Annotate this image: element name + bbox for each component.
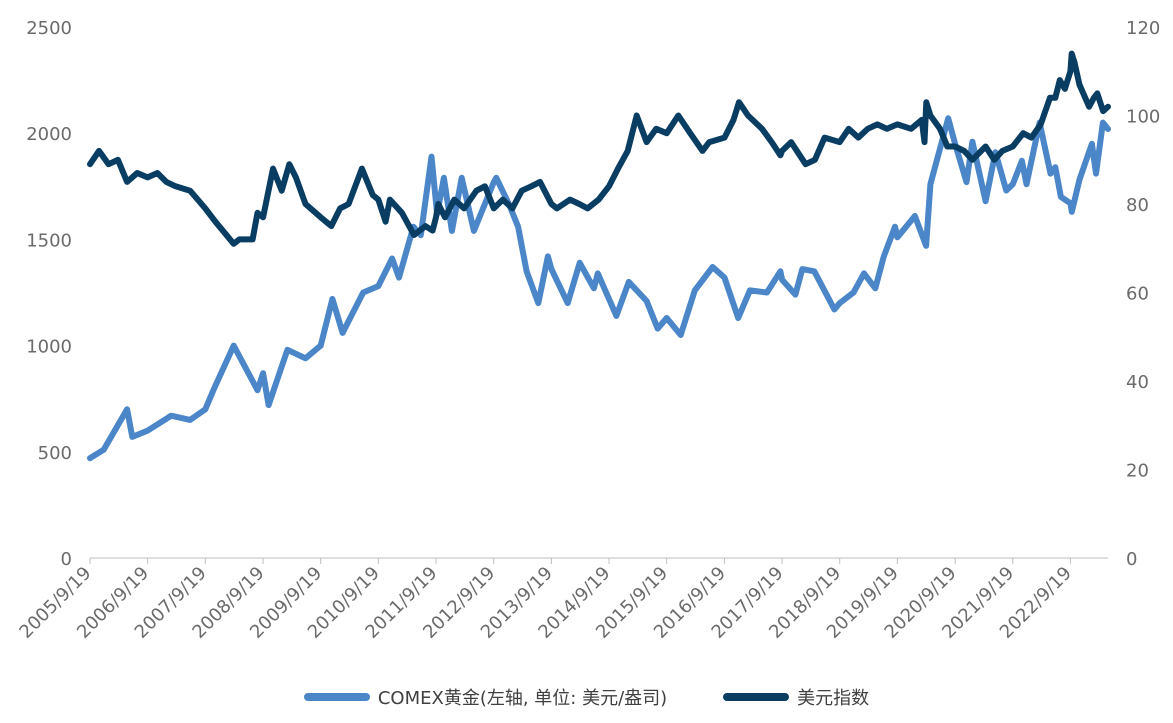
chart: 2005/9/192006/9/192007/9/192008/9/192009… xyxy=(15,18,1160,643)
legend-label-gold: COMEX黄金(左轴, 单位: 美元/盎司) xyxy=(377,688,668,709)
series-line-gold-price xyxy=(87,115,1111,462)
y-right-tick-label: 100 xyxy=(1126,107,1160,128)
series-layer xyxy=(87,50,1111,462)
series-line-usd-index xyxy=(87,50,1111,247)
y-left-tick-label: 500 xyxy=(38,443,72,464)
y-left-tick-label: 1500 xyxy=(26,230,72,251)
y-right-tick-label: 60 xyxy=(1126,284,1149,305)
legend-swatch-usd-index xyxy=(723,693,790,701)
y-left-tick-label: 1000 xyxy=(26,337,72,358)
y-left-tick-label: 2500 xyxy=(26,18,72,39)
right-y-axis: 0 20 40 60 80 100 120 xyxy=(1126,18,1160,570)
x-axis-ticks: 2005/9/192006/9/192007/9/192008/9/192009… xyxy=(15,558,1076,643)
legend-item-usd-index: 美元指数 xyxy=(723,684,869,710)
y-right-tick-label: 80 xyxy=(1126,195,1149,216)
y-right-tick-label: 20 xyxy=(1126,461,1149,482)
y-left-tick-label: 0 xyxy=(61,549,72,570)
legend-item-gold: COMEX黄金(左轴, 单位: 美元/盎司) xyxy=(303,684,668,710)
y-left-tick-label: 2000 xyxy=(26,124,72,145)
y-right-tick-label: 40 xyxy=(1126,372,1149,393)
left-y-axis: 0 500 1000 1500 2000 2500 xyxy=(26,18,72,570)
legend-swatch-gold xyxy=(303,693,370,701)
y-right-tick-label: 120 xyxy=(1126,18,1160,39)
legend-label-usd-index: 美元指数 xyxy=(797,688,870,709)
legend: COMEX黄金(左轴, 单位: 美元/盎司) 美元指数 xyxy=(0,682,1173,712)
y-right-tick-label: 0 xyxy=(1126,549,1137,570)
